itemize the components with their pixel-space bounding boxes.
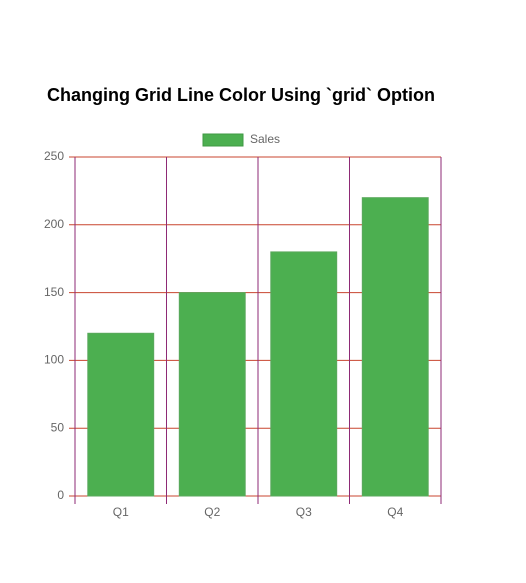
y-tick-label: 0 — [57, 488, 64, 502]
legend-label[interactable]: Sales — [250, 132, 280, 146]
bar[interactable] — [87, 332, 155, 497]
bar[interactable] — [361, 197, 429, 497]
y-tick-label: 50 — [51, 420, 65, 434]
x-tick-label: Q2 — [204, 505, 220, 519]
y-tick-label: 150 — [44, 285, 64, 299]
x-tick-label: Q3 — [296, 505, 312, 519]
legend-swatch[interactable] — [202, 133, 244, 147]
y-tick-label: 100 — [44, 353, 64, 367]
y-tick-label: 250 — [44, 149, 64, 163]
x-tick-label: Q1 — [113, 505, 129, 519]
x-tick-label: Q4 — [387, 505, 403, 519]
bar[interactable] — [178, 292, 246, 497]
bar[interactable] — [270, 251, 338, 497]
y-tick-label: 200 — [44, 217, 64, 231]
chart-title: Changing Grid Line Color Using `grid` Op… — [47, 85, 435, 105]
